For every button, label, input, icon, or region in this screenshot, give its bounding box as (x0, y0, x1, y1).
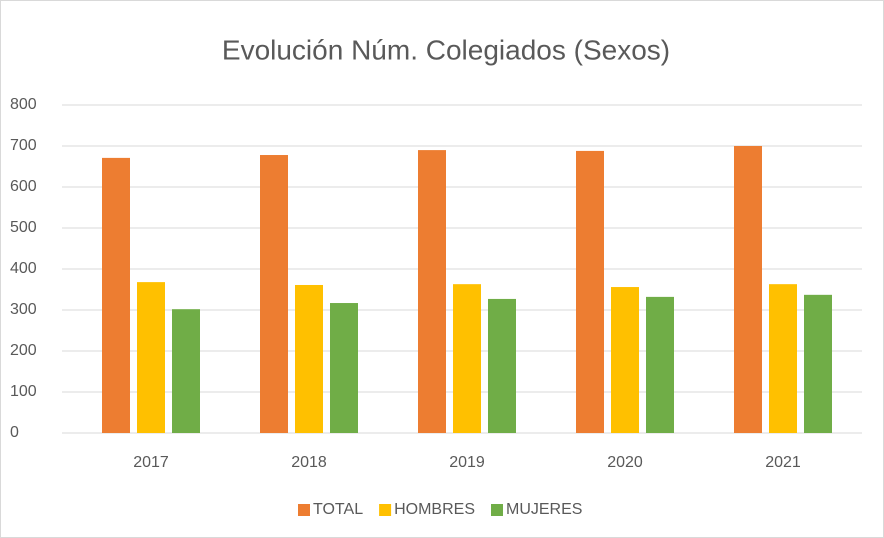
bar (295, 284, 323, 433)
bar (646, 296, 674, 433)
bar (102, 157, 130, 433)
y-tick-label: 800 (10, 96, 37, 113)
y-tick-label: 100 (10, 383, 37, 400)
bar (576, 150, 604, 434)
legend-label: MUJERES (506, 501, 582, 518)
y-tick-label: 400 (10, 260, 37, 277)
legend-label: TOTAL (313, 501, 363, 518)
bar (260, 155, 288, 433)
chart-title: Evolución Núm. Colegiados (Sexos) (222, 34, 670, 65)
bar (137, 282, 165, 433)
legend-swatch (379, 504, 392, 516)
bar (734, 146, 762, 433)
bar (330, 303, 358, 433)
bar (453, 284, 481, 433)
y-tick-label: 700 (10, 137, 37, 154)
bar (804, 294, 832, 433)
bar (418, 150, 446, 433)
y-tick-label: 500 (10, 219, 37, 236)
bar (172, 309, 200, 433)
bar (488, 298, 516, 433)
bar (611, 287, 639, 433)
y-tick-label: 600 (10, 178, 37, 195)
legend-swatch (298, 504, 310, 516)
x-tick-label: 2018 (291, 454, 327, 471)
legend-swatch (491, 504, 503, 516)
x-tick-label: 2021 (765, 454, 801, 471)
bar (769, 284, 797, 433)
x-tick-label: 2019 (449, 454, 485, 471)
y-tick-label: 200 (10, 342, 37, 359)
x-tick-label: 2020 (607, 454, 643, 471)
legend-label: HOMBRES (394, 501, 475, 518)
x-tick-label: 2017 (133, 454, 169, 471)
y-tick-label: 300 (10, 301, 37, 318)
y-tick-label: 0 (10, 424, 19, 441)
